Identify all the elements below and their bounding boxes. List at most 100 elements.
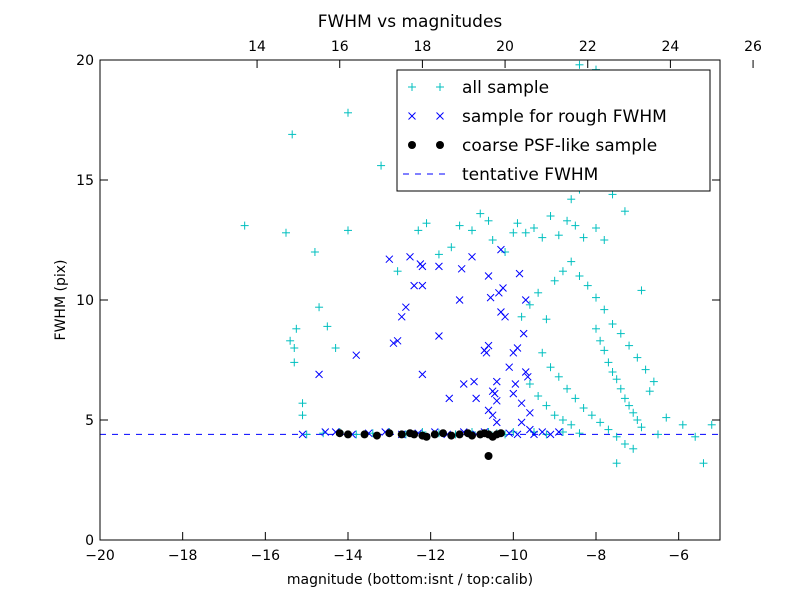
data-point: [499, 284, 507, 292]
data-point: [554, 428, 563, 436]
data-point: [282, 228, 290, 237]
data-point: [288, 130, 297, 139]
x-axis-title: magnitude (bottom:isnt / top:calib): [287, 572, 533, 588]
data-point: [546, 212, 555, 220]
data-point: [587, 411, 596, 420]
data-point: [526, 408, 534, 417]
data-point: [496, 429, 505, 438]
data-point: [414, 226, 423, 235]
data-point: [323, 322, 332, 331]
data-point: [445, 394, 454, 403]
data-point: [290, 358, 299, 367]
data-point: [457, 264, 466, 273]
data-point: [418, 262, 427, 271]
x-tick-label: −14: [333, 548, 363, 564]
data-point: [298, 399, 307, 408]
data-point: [699, 459, 708, 468]
data-point: [422, 219, 431, 228]
data-point: [567, 195, 576, 204]
data-point: [410, 430, 419, 439]
data-point: [538, 233, 547, 242]
data-point: [515, 269, 524, 278]
data-point: [335, 429, 344, 438]
data-point: [633, 416, 642, 424]
data-point: [352, 351, 361, 360]
data-point: [662, 413, 671, 422]
legend-swatch: [436, 112, 444, 120]
top-tick-label: 20: [496, 39, 514, 55]
data-point: [521, 228, 530, 237]
data-point: [608, 368, 617, 376]
data-point: [567, 257, 576, 266]
data-point: [567, 420, 576, 429]
data-point: [558, 416, 567, 424]
data-point: [439, 429, 448, 438]
data-point: [505, 363, 514, 372]
top-tick-label: 24: [661, 39, 679, 55]
data-point: [604, 425, 613, 434]
data-point: [517, 312, 526, 321]
data-point: [608, 320, 617, 328]
data-point: [542, 315, 551, 324]
data-point: [455, 430, 464, 439]
data-point: [596, 418, 605, 427]
data-point: [385, 429, 394, 438]
data-point: [435, 332, 443, 340]
legend-swatch: [436, 141, 444, 149]
data-point: [315, 370, 323, 379]
data-point: [240, 221, 249, 230]
data-point: [484, 341, 493, 350]
data-point: [616, 329, 625, 338]
axes: −20 −18 −16 −14 −12 −10 −8 −6 0 5 10 15 20 14 16 18 20 22…: [76, 39, 762, 564]
data-point: [497, 245, 505, 254]
x-tick-label: −18: [168, 548, 198, 564]
data-point: [434, 250, 443, 259]
data-point: [521, 296, 530, 304]
y-tick-label: 10: [76, 293, 94, 309]
x-tick-label: −12: [416, 548, 446, 564]
data-point: [575, 429, 584, 438]
data-point: [298, 411, 307, 420]
data-point: [542, 430, 551, 439]
data-point: [331, 344, 340, 352]
data-point: [393, 336, 402, 345]
data-point: [290, 344, 299, 352]
data-point: [484, 452, 493, 460]
data-point: [546, 363, 555, 372]
data-point: [641, 365, 650, 374]
data-point: [385, 255, 394, 264]
data-point: [511, 380, 520, 388]
legend-swatch: [408, 83, 416, 91]
data-point: [505, 429, 514, 438]
data-point: [600, 346, 609, 355]
data-point: [571, 394, 580, 403]
data-point: [550, 411, 559, 420]
data-point: [563, 384, 572, 393]
data-point: [402, 303, 410, 312]
data-point: [571, 221, 580, 230]
data-point: [612, 432, 621, 441]
data-point: [482, 348, 491, 357]
data-point: [654, 430, 662, 439]
x-tick-label: −16: [251, 548, 281, 564]
data-point: [513, 344, 522, 352]
data-point: [550, 276, 559, 285]
data-point: [501, 248, 510, 256]
data-point: [468, 431, 476, 440]
chart-title: FWHM vs magnitudes: [318, 12, 503, 32]
legend-box: [396, 69, 711, 192]
x-tick-label: −8: [586, 548, 607, 564]
data-point: [604, 358, 613, 367]
data-point: [600, 305, 609, 314]
data-point: [298, 430, 307, 439]
data-point: [525, 300, 534, 309]
data-point: [530, 430, 538, 439]
y-tick-label: 5: [85, 413, 94, 429]
top-tick-label: 22: [579, 39, 597, 55]
data-point: [344, 108, 352, 117]
data-point: [620, 440, 629, 448]
data-point: [509, 228, 518, 237]
data-point: [459, 380, 468, 388]
data-point: [625, 401, 634, 410]
data-point: [484, 272, 493, 280]
